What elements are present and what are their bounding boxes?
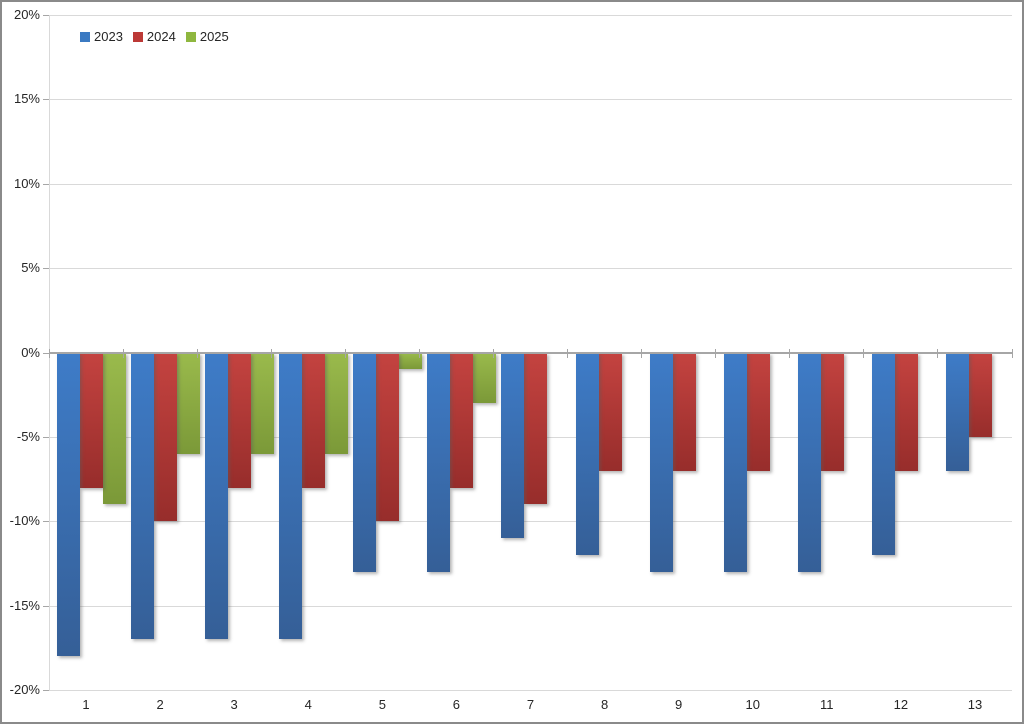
- plot-area: 20% 15% 10% 5% 0% -5% -10% -15% -20% 1 2 3 4 5 6 7 8 9 10 1…: [10, 7, 1013, 712]
- x-axis-tick: [715, 348, 717, 358]
- y-tick-label: 20%: [13, 7, 40, 22]
- x-tick-label: 1: [82, 697, 90, 712]
- x-tick-label: 3: [230, 697, 238, 712]
- gridline: [49, 268, 1012, 270]
- legend-label-2023: 2023: [94, 29, 123, 44]
- bar-2024-cat8: [598, 352, 622, 471]
- bar-2023-cat13: [945, 352, 969, 471]
- bar-2023-cat10: [723, 352, 747, 572]
- bar-2023-cat12: [871, 352, 895, 555]
- legend-swatch-2024: [132, 32, 143, 42]
- x-tick-label: 13: [967, 697, 983, 712]
- x-tick-label: 11: [820, 697, 834, 712]
- gridline: [49, 690, 1012, 691]
- y-axis-tick: [43, 99, 49, 101]
- legend-item-2023: 2023: [80, 29, 123, 45]
- y-axis-tick: [43, 268, 49, 270]
- legend-swatch-2025: [185, 32, 196, 42]
- bar-2024-cat6: [450, 352, 474, 488]
- x-axis-tick: [492, 348, 494, 358]
- legend: 2023 2024 2025: [80, 29, 229, 45]
- legend-swatch-2023: [80, 32, 90, 42]
- x-axis-tick: [344, 348, 346, 358]
- bar-2025-cat1: [103, 352, 126, 505]
- y-axis-tick: [43, 436, 49, 438]
- x-axis-tick: [789, 348, 791, 358]
- x-axis-tick: [937, 348, 939, 358]
- bar-2024-cat5: [376, 352, 400, 522]
- gridline: [49, 605, 1012, 607]
- y-tick-label: 15%: [13, 91, 40, 107]
- bar-2024-cat7: [524, 352, 548, 505]
- x-axis-tick: [48, 348, 50, 358]
- x-axis-tick: [122, 348, 124, 358]
- x-axis-tick: [196, 348, 198, 358]
- legend-item-2024: 2024: [132, 29, 176, 45]
- x-tick-label: 8: [600, 697, 609, 712]
- bar-2024-cat12: [894, 352, 918, 471]
- y-tick-label: 5%: [21, 260, 40, 276]
- bar-2024-cat1: [80, 352, 103, 488]
- zero-axis-line: [49, 351, 1012, 354]
- bar-2025-cat3: [251, 352, 275, 454]
- x-axis-tick: [863, 348, 865, 358]
- bar-2025-cat4: [325, 352, 349, 454]
- x-tick-label: 9: [675, 697, 683, 712]
- x-tick-label: 4: [304, 697, 312, 712]
- bar-2024-cat2: [154, 352, 178, 522]
- bar-2023-cat4: [279, 352, 303, 640]
- legend-item-2025: 2025: [185, 29, 229, 45]
- y-tick-label: -15%: [9, 597, 40, 613]
- bar-2024-cat13: [968, 352, 992, 437]
- y-tick-label: 0%: [21, 344, 40, 360]
- bar-2023-cat1: [57, 352, 80, 657]
- bar-2024-cat11: [820, 352, 844, 471]
- y-tick-label: -20%: [9, 682, 40, 697]
- x-tick-label: 7: [526, 697, 535, 712]
- legend-label-2025: 2025: [199, 29, 229, 44]
- bar-2023-cat11: [797, 352, 821, 572]
- bar-2023-cat7: [501, 352, 525, 539]
- x-tick-label: 10: [745, 697, 760, 712]
- x-axis-tick: [1011, 348, 1013, 358]
- bar-2024-cat3: [228, 352, 252, 488]
- y-axis-tick: [43, 690, 49, 691]
- y-axis-tick: [43, 183, 49, 185]
- legend-label-2024: 2024: [146, 29, 176, 44]
- x-tick-label: 6: [452, 697, 461, 712]
- bar-2024-cat10: [746, 352, 770, 471]
- bar-2023-cat5: [353, 352, 377, 572]
- bar-2023-cat8: [575, 352, 599, 555]
- y-tick-label: -5%: [16, 428, 40, 444]
- x-tick-label: 2: [156, 697, 164, 712]
- y-axis-tick: [43, 605, 49, 607]
- x-axis-tick: [270, 348, 272, 358]
- bar-2025-cat5: [399, 352, 423, 370]
- bar-2023-cat2: [131, 352, 155, 640]
- y-axis-tick: [43, 15, 49, 16]
- x-axis-tick: [418, 348, 420, 358]
- gridline: [49, 183, 1012, 185]
- y-axis-tick: [43, 352, 49, 354]
- y-tick-label: -10%: [9, 513, 40, 529]
- bar-2023-cat9: [649, 352, 673, 572]
- bar-2024-cat9: [672, 352, 696, 471]
- x-tick-label: 5: [378, 697, 386, 712]
- x-axis-tick: [641, 348, 643, 358]
- bar-2024-cat4: [302, 352, 326, 488]
- x-axis-tick: [567, 348, 569, 358]
- gridline: [49, 99, 1012, 101]
- bar-2025-cat6: [473, 352, 497, 404]
- bar-2025-cat2: [177, 352, 201, 454]
- gridline: [49, 15, 1012, 16]
- bar-2023-cat6: [427, 352, 451, 572]
- bar-2023-cat3: [205, 352, 229, 640]
- x-tick-label: 12: [893, 697, 909, 712]
- y-axis-tick: [43, 521, 49, 523]
- gridline: [49, 521, 1012, 523]
- y-tick-label: 10%: [13, 175, 40, 191]
